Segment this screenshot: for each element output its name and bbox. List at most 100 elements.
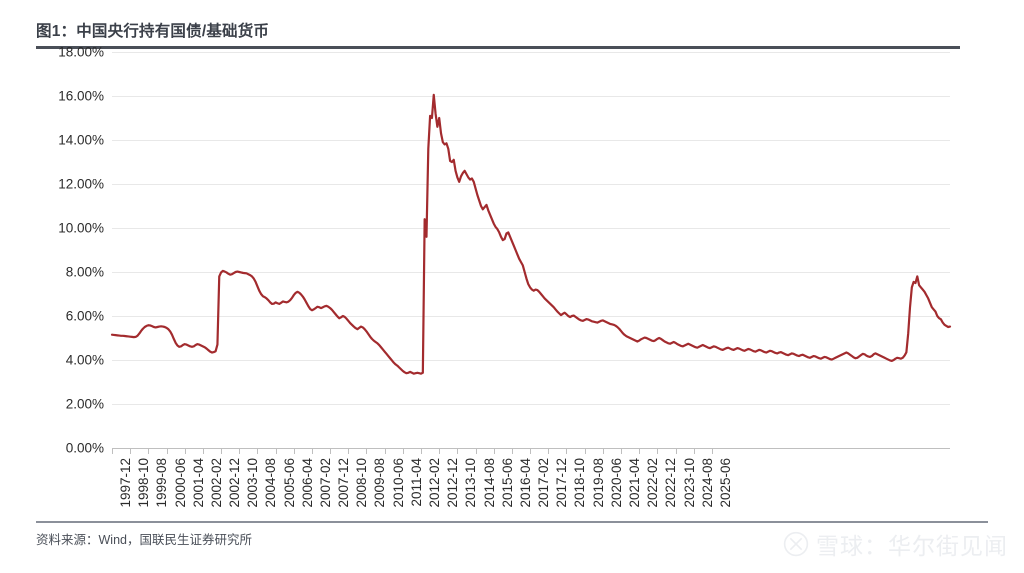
x-tick [511,448,513,454]
x-tick-label: 2005-06 [281,458,297,508]
x-tick-label: 2019-08 [590,458,606,508]
x-tick [693,448,695,454]
x-tick-label: 2007-12 [336,458,352,508]
y-tick-label: 2.00% [65,396,104,412]
gridline [112,96,950,97]
x-tick [639,448,641,454]
x-tick-label: 1999-08 [154,458,170,508]
y-tick-label: 12.00% [58,176,104,192]
x-tick [493,448,495,454]
x-tick-label: 2000-06 [172,458,188,508]
x-tick [675,448,677,454]
x-tick [402,448,404,454]
x-tick [421,448,423,454]
gridline [112,272,950,273]
x-tick-label: 2006-04 [299,458,315,508]
x-tick-label: 1997-12 [118,458,133,508]
y-tick-label: 0.00% [65,440,104,456]
source-note: 资料来源：Wind，国联民生证券研究所 [36,533,252,547]
x-tick [112,448,113,454]
x-tick-label: 2009-08 [372,458,388,508]
x-tick [202,448,204,454]
x-tick [657,448,659,454]
x-tick [330,448,332,454]
x-tick-label: 2021-04 [626,458,642,508]
gridline [112,316,950,317]
x-tick-label: 1998-10 [136,458,152,508]
y-tick-label: 14.00% [58,132,104,148]
x-tick-label: 2010-06 [390,458,406,508]
x-tick [311,448,313,454]
x-tick [602,448,604,454]
x-tick [275,448,277,454]
x-tick [221,448,223,454]
x-tick-label: 2017-02 [536,458,552,508]
x-tick-label: 2022-02 [645,458,661,508]
x-tick [475,448,477,454]
x-tick-label: 2018-10 [572,458,588,508]
x-tick-label: 2001-04 [190,458,206,508]
x-tick [148,448,150,454]
x-tick-label: 2002-02 [208,458,224,508]
x-tick-label: 2002-12 [227,458,243,508]
y-tick-label: 8.00% [65,264,104,280]
gridline [112,52,950,53]
title-block: 图1：中国央行持有国债/基础货币 [36,22,960,49]
gridline [112,404,950,405]
x-tick [293,448,295,454]
title-divider [36,46,960,49]
x-tick [166,448,168,454]
x-tick [366,448,368,454]
x-tick-label: 2015-06 [499,458,515,508]
plot-wrapper: 0.00% 2.00% 4.00% 6.00% 8.00% 10.00% 12.00% 14.… [0,45,1024,456]
x-tick-label: 2023-10 [681,458,697,508]
gridline [112,140,950,141]
x-tick-label: 2017-12 [554,458,570,508]
y-tick-label: 18.00% [58,44,104,60]
x-tick [348,448,350,454]
watermark: 雪球：华尔街见闻 [783,527,1008,561]
x-tick-label: 2014-08 [481,458,497,508]
x-tick-label: 2003-10 [245,458,261,508]
x-axis [112,448,950,456]
x-tick-label: 2022-12 [663,458,679,508]
x-tick [584,448,586,454]
page-title: 图1：中国央行持有国债/基础货币 [36,23,270,40]
x-tick [384,448,386,454]
x-tick-label: 2016-04 [517,458,533,508]
x-tick [530,448,532,454]
x-tick-label: 2013-10 [463,458,479,508]
x-tick [239,448,241,454]
y-tick-label: 16.00% [58,88,104,104]
x-tick [439,448,441,454]
series-line-chart [110,93,952,375]
y-axis-labels: 0.00% 2.00% 4.00% 6.00% 8.00% 10.00% 12.00% 14.… [0,45,104,456]
gridline [112,184,950,185]
plot-area [110,52,952,449]
x-tick-label: 2025-06 [717,458,733,508]
x-tick-label: 2020-06 [608,458,624,508]
x-tick [130,448,132,454]
footer-divider [36,521,988,523]
y-tick-label: 4.00% [65,352,104,368]
x-tick-label: 2011-04 [408,458,424,507]
watermark-text: 雪球：华尔街见闻 [816,533,1008,559]
series-path-holding-ratio [110,93,952,375]
x-tick-label: 2008-10 [354,458,370,508]
xueqiu-logo-icon [783,531,809,557]
x-tick [257,448,259,454]
x-tick [620,448,622,454]
x-tick-label: 2007-02 [317,458,333,508]
x-tick-label: 2004-08 [263,458,279,508]
x-tick [566,448,568,454]
x-tick [457,448,459,454]
y-tick-label: 6.00% [65,308,104,324]
x-tick-label: 2024-08 [699,458,715,508]
gridline [112,360,950,361]
x-axis-labels: 1997-12 1998-10 1999-08 2000-06 2001-04 2002-… [112,458,950,518]
x-tick [711,448,713,454]
x-tick-label: 2012-02 [427,458,443,508]
x-tick [548,448,550,454]
y-tick-label: 10.00% [58,220,104,236]
